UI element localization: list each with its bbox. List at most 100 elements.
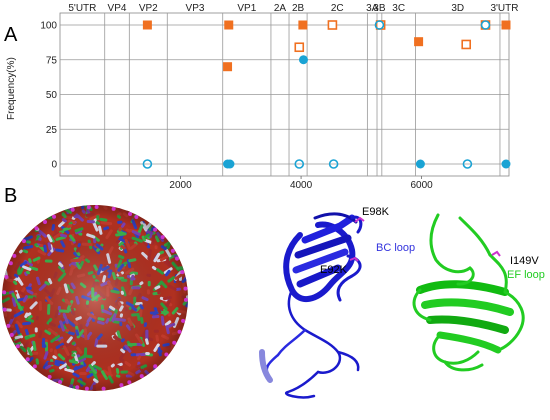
bc-loop-label: BC loop xyxy=(376,242,415,254)
x-tick-label: 6000 xyxy=(410,180,433,191)
x-tick-label: 2000 xyxy=(169,180,192,191)
data-points xyxy=(142,20,511,169)
capsid-tip-residue xyxy=(181,318,186,323)
capsid-tip-residue xyxy=(9,332,14,337)
data-point-open-square xyxy=(461,39,472,50)
data-point-filled-square xyxy=(142,20,152,30)
capsid-tip-residue xyxy=(4,274,9,279)
capsid-tip-residue xyxy=(183,286,188,291)
data-point-open-square xyxy=(294,42,305,53)
data-point-filled-circle xyxy=(225,159,235,169)
region-label-3a: 3A xyxy=(366,3,379,14)
data-point-filled-circle xyxy=(415,159,425,169)
capsid-tip-residue xyxy=(94,205,99,210)
panel-label-a: A xyxy=(4,24,18,46)
region-label-2b: 2B xyxy=(292,3,305,14)
capsid-surface-residues xyxy=(2,205,188,391)
capsid-tip-residue xyxy=(111,206,116,211)
data-point-open-square xyxy=(327,20,338,30)
capsid-tip-residue xyxy=(153,227,158,232)
region-label-vp2: VP2 xyxy=(139,3,158,14)
region-label-2a: 2A xyxy=(274,3,287,14)
data-point-filled-circle xyxy=(298,55,308,65)
capsid-tip-residue xyxy=(2,290,7,295)
capsid-tip-residue xyxy=(84,386,89,391)
capsid-tip-residue xyxy=(75,385,80,390)
y-tick-label: 50 xyxy=(46,90,58,101)
e92k-label: E92K xyxy=(320,264,348,276)
capsid-tip-residue xyxy=(177,329,182,334)
capsid-tip-residue xyxy=(127,380,132,385)
capsid-tip-residue xyxy=(183,297,188,302)
capsid-tip-residue xyxy=(175,256,180,261)
i149v-label: I149V xyxy=(510,255,539,267)
capsid-tip-residue xyxy=(8,261,13,266)
capsid-tip-residue xyxy=(43,219,48,224)
capsid-tip-residue xyxy=(34,226,39,231)
capsid-tip-residue xyxy=(47,374,52,379)
capsid-tip-residue xyxy=(153,364,158,369)
data-point-filled-square xyxy=(224,20,234,30)
i149v-residue xyxy=(491,250,501,257)
y-axis-ticks: 0 25 50 75 100 xyxy=(40,21,509,171)
y-tick-label: 75 xyxy=(46,55,58,66)
capsid-tip-residue xyxy=(70,207,75,212)
x-tick-label: 4000 xyxy=(290,180,313,191)
capsid-tip-residue xyxy=(52,214,57,219)
panel-label-b: B xyxy=(4,185,17,207)
e92k-residue xyxy=(349,256,359,262)
capsid-shading xyxy=(2,205,188,391)
region-label-vp1: VP1 xyxy=(237,3,256,14)
data-point-open-circle xyxy=(294,159,305,169)
capsid-tip-residue xyxy=(101,386,106,391)
region-label-3d: 3D xyxy=(451,3,464,14)
y-tick-label: 0 xyxy=(51,160,57,171)
vp1-ribbon-structure xyxy=(259,212,363,399)
y-tick-label: 100 xyxy=(40,21,57,32)
capsid-tip-residue xyxy=(128,212,133,217)
e98k-label: E98K xyxy=(362,206,390,218)
data-point-open-circle xyxy=(462,159,473,169)
e98k-residue xyxy=(354,216,365,223)
region-label-3b: 3B xyxy=(373,3,386,14)
y-axis-title: Frequency(%) xyxy=(6,57,17,120)
capsid-tip-residue xyxy=(2,307,7,312)
region-label-vp3: VP3 xyxy=(186,3,205,14)
region-label-2c: 2C xyxy=(331,3,344,14)
data-point-filled-square xyxy=(223,62,233,72)
capsid-tip-residue xyxy=(21,239,26,244)
capsid-tip-residue xyxy=(6,323,11,328)
capsid-tip-residue xyxy=(86,205,91,210)
capsid-tip-residue xyxy=(15,344,20,349)
capsid-tip-residue xyxy=(160,235,165,240)
capsid-tip-residue xyxy=(164,352,169,357)
capsid-tip-residue xyxy=(139,374,144,379)
data-point-open-circle xyxy=(480,20,491,30)
capsid-tip-residue xyxy=(12,253,17,258)
data-point-open-circle xyxy=(374,20,385,30)
green-ribbon-structure xyxy=(412,213,525,372)
capsid-tip-residue xyxy=(134,214,139,219)
capsid-tip-residue xyxy=(25,357,30,362)
data-point-open-circle xyxy=(328,159,339,169)
region-label-5utr: 5'UTR xyxy=(68,3,96,14)
capsid-tip-residue xyxy=(58,380,63,385)
region-label-3utr: 3'UTR xyxy=(490,3,518,14)
y-tick-label: 25 xyxy=(46,125,58,136)
capsid-tip-residue xyxy=(32,364,37,369)
region-label-vp4: VP4 xyxy=(108,3,127,14)
data-point-filled-square xyxy=(501,20,511,30)
capsid-structure xyxy=(2,205,188,391)
capsid-tip-residue xyxy=(172,340,177,345)
capsid-tip-residue xyxy=(170,248,175,253)
region-label-3c: 3C xyxy=(392,3,405,14)
x-axis-ticks: 2000 4000 6000 xyxy=(169,176,433,191)
ef-loop-label: EF loop xyxy=(507,269,545,281)
capsid-tip-residue xyxy=(119,383,124,388)
data-point-filled-square xyxy=(298,20,308,30)
data-point-filled-square xyxy=(414,37,424,47)
capsid-tip-residue xyxy=(180,270,185,275)
